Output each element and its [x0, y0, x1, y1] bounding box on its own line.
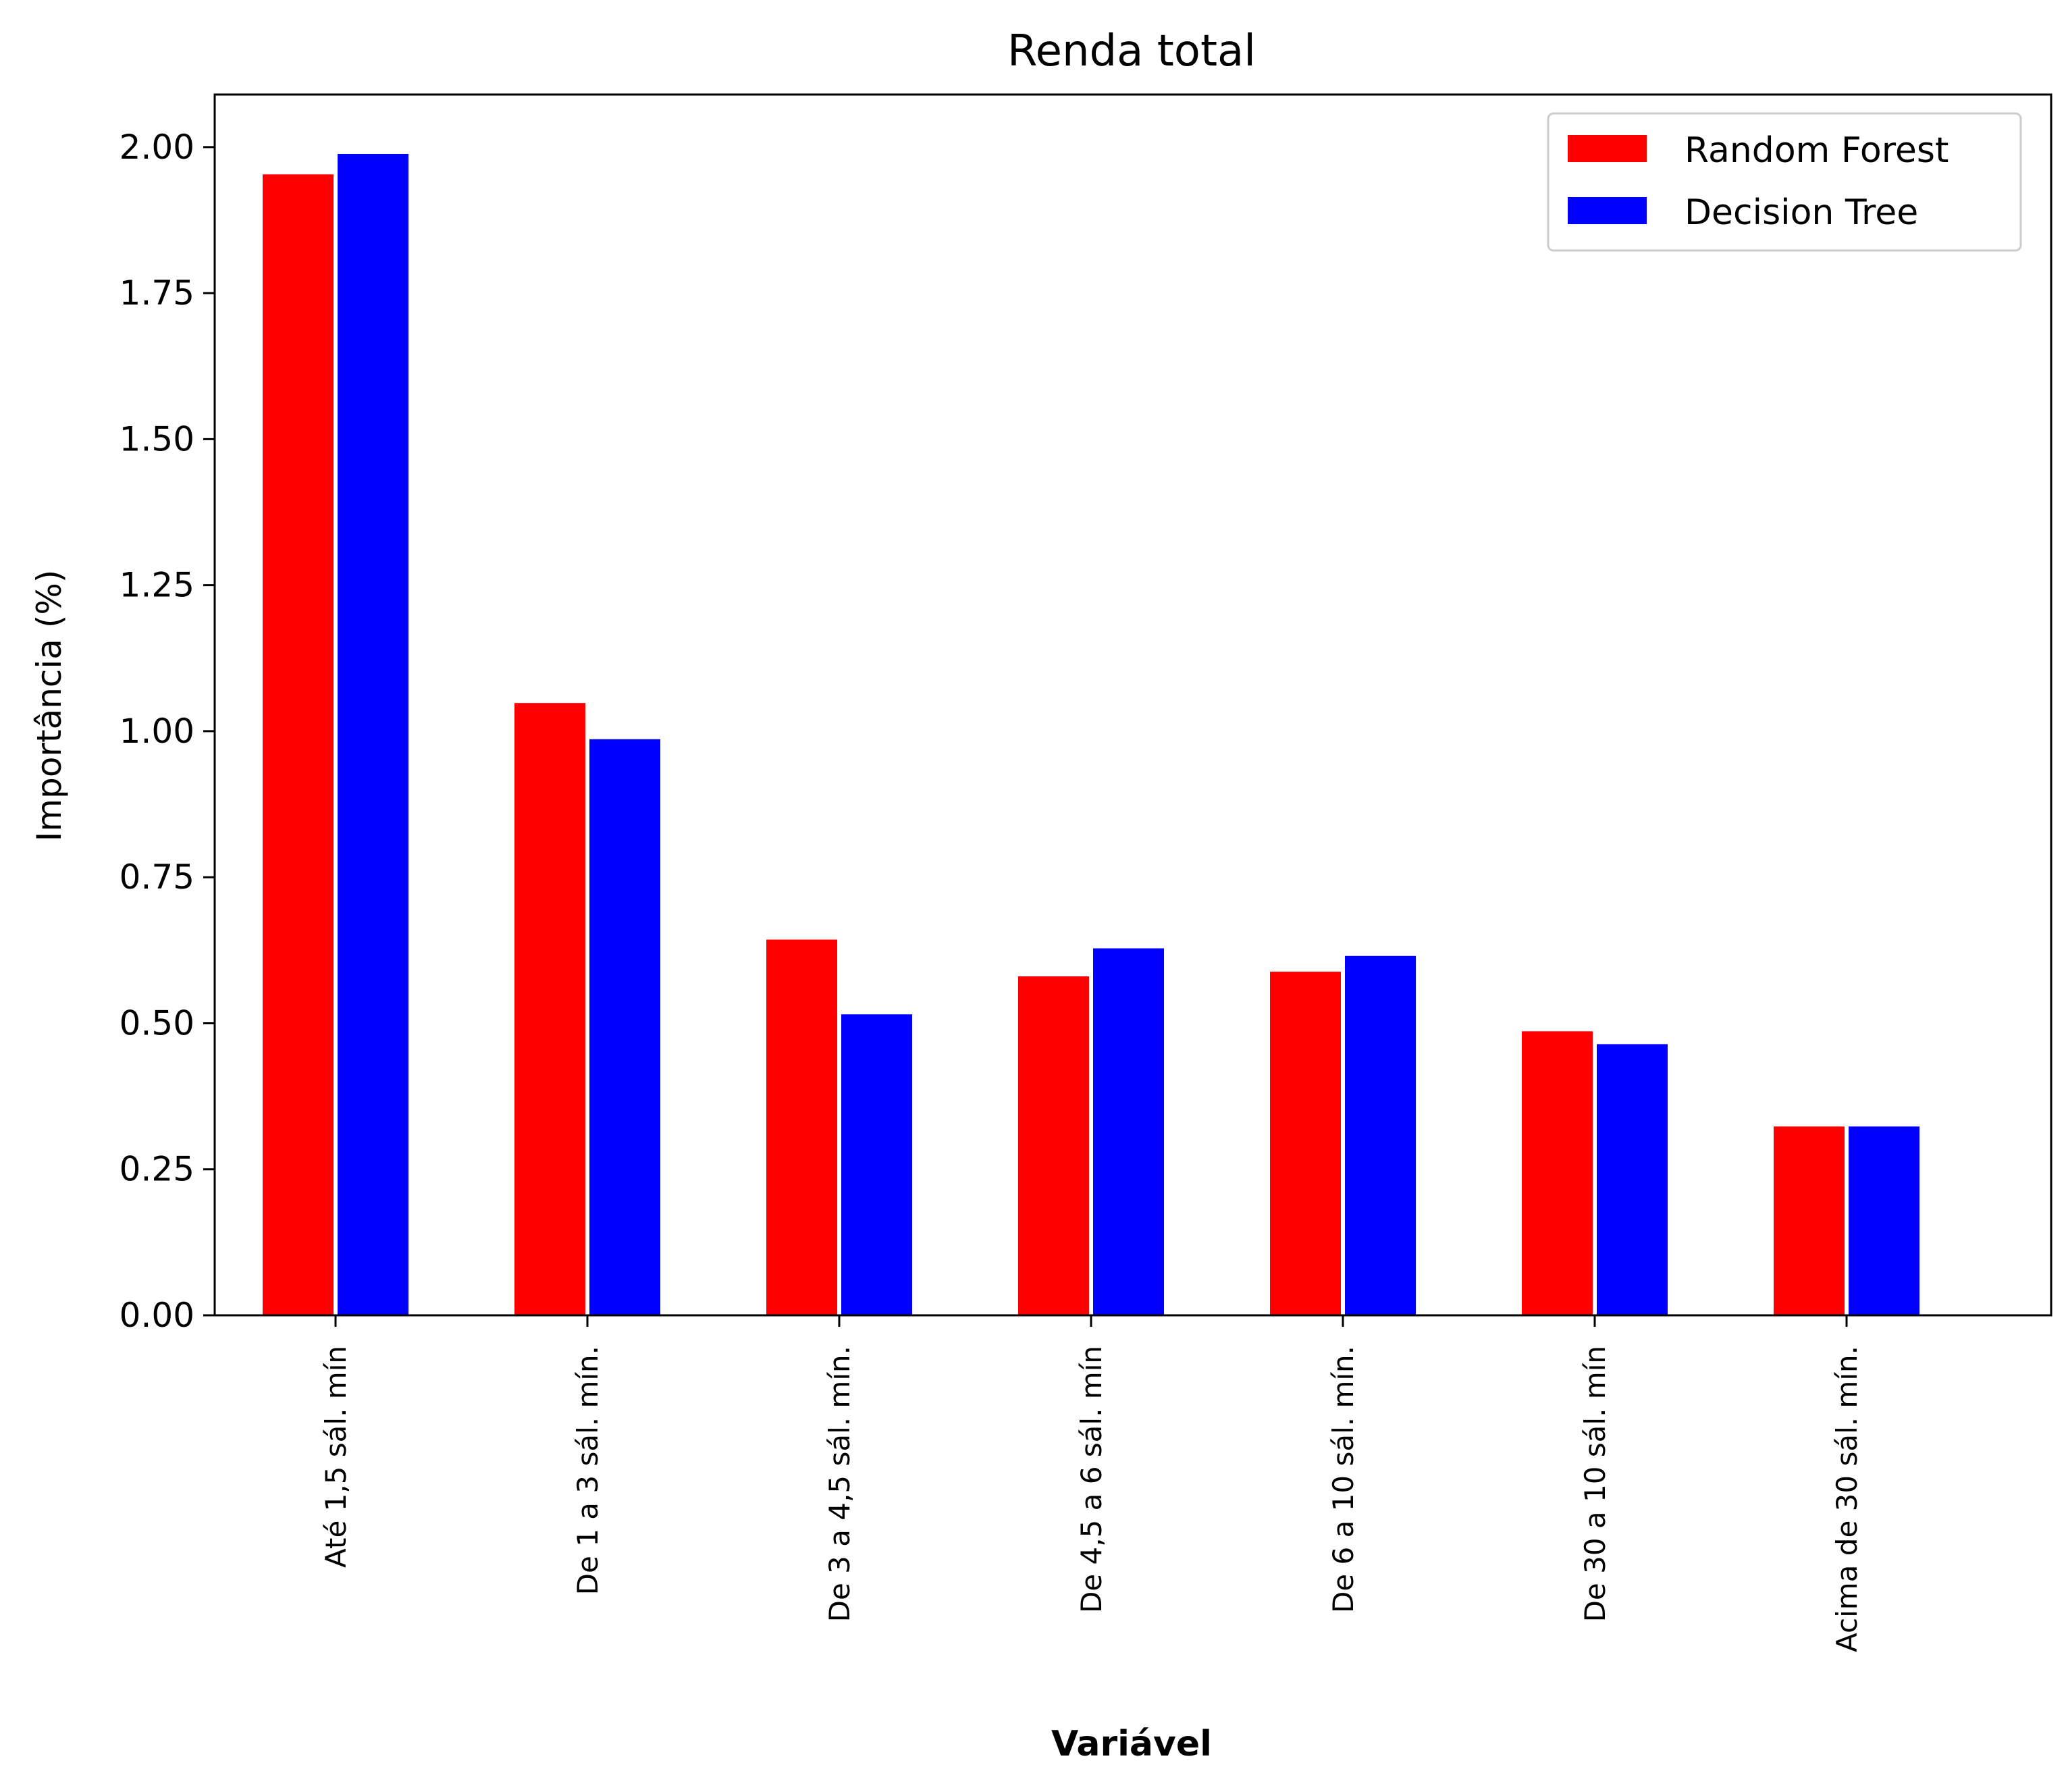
y-tick-label: 0.00 [120, 1296, 194, 1335]
legend-swatch-random-forest [1568, 135, 1647, 162]
y-tick-label: 0.75 [120, 858, 194, 897]
chart-title: Renda total [1007, 26, 1256, 76]
bar-random-forest-0 [261, 172, 336, 1317]
x-tick-label: De 3 a 4,5 sál. mín. [823, 1346, 856, 1622]
y-tick-label: 0.25 [120, 1150, 194, 1189]
legend-label-random-forest: Random Forest [1685, 130, 1949, 171]
bar-decision-tree-0 [336, 152, 410, 1317]
y-tick-label: 0.50 [120, 1003, 194, 1043]
x-tick-label: De 6 a 10 sál. mín. [1327, 1346, 1360, 1613]
bars-layer [261, 152, 1922, 1317]
bar-random-forest-1 [512, 701, 587, 1317]
bar-decision-tree-6 [1847, 1124, 1922, 1317]
x-tick-label: Até 1,5 sál. mín [319, 1346, 352, 1568]
x-tick-label: De 30 a 10 sál. mín [1579, 1346, 1612, 1622]
x-tick-label: De 1 a 3 sál. mín. [571, 1346, 604, 1595]
legend-box [1547, 112, 2022, 252]
bar-decision-tree-1 [587, 737, 662, 1317]
bar-random-forest-3 [1016, 974, 1091, 1317]
x-tick-label: De 4,5 a 6 sál. mín [1075, 1346, 1108, 1613]
x-axis-label: Variável [1051, 1724, 1212, 1764]
bar-random-forest-5 [1520, 1029, 1595, 1317]
legend: Random Forest Decision Tree [1547, 112, 2022, 252]
y-tick-label: 1.50 [120, 419, 194, 458]
y-tick-label: 1.25 [120, 566, 194, 605]
y-tick-label: 1.00 [120, 712, 194, 751]
bar-decision-tree-4 [1343, 953, 1418, 1317]
legend-swatch-decision-tree [1568, 197, 1647, 224]
x-tick-label: Acima de 30 sál. mín. [1830, 1346, 1863, 1652]
bar-decision-tree-3 [1091, 946, 1166, 1317]
bar-decision-tree-5 [1595, 1042, 1670, 1317]
bar-random-forest-4 [1268, 970, 1343, 1317]
y-tick-label: 2.00 [120, 128, 194, 167]
y-axis: 0.00 0.25 0.50 0.75 1.00 1.25 1.50 1.75 2.00 [120, 128, 215, 1335]
x-axis: Até 1,5 sál. mín De 1 a 3 sál. mín. De 3 a… [319, 1315, 1863, 1652]
bar-random-forest-2 [764, 937, 839, 1317]
legend-label-decision-tree: Decision Tree [1685, 192, 1918, 233]
plot-frame [213, 93, 2052, 1317]
bar-random-forest-6 [1772, 1124, 1847, 1317]
y-axis-label: Importância (%) [30, 570, 69, 842]
bar-decision-tree-2 [839, 1012, 914, 1317]
y-tick-label: 1.75 [120, 273, 194, 313]
